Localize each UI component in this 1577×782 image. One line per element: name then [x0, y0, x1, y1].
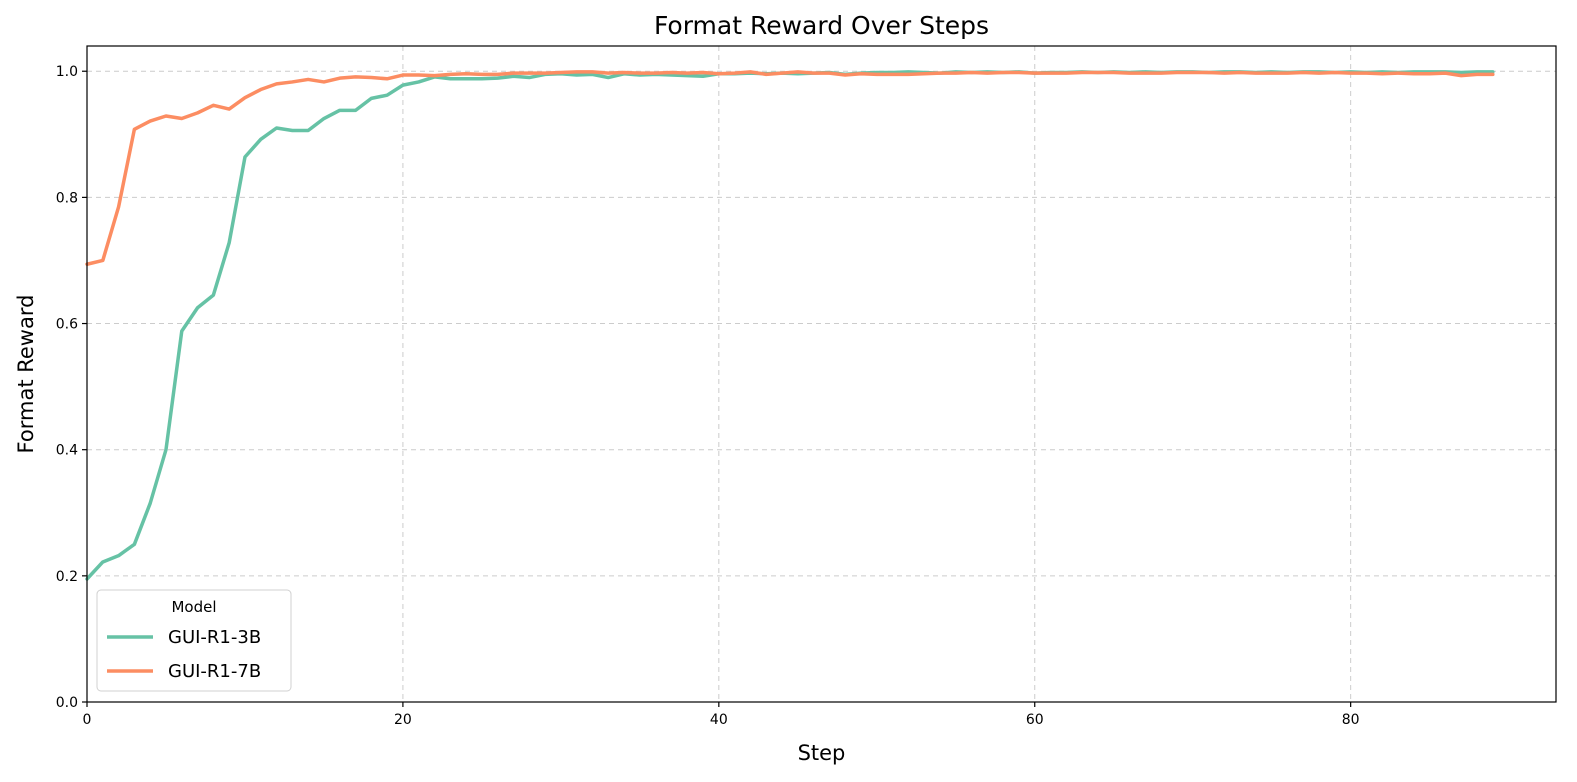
y-tick-label: 0.8 [56, 190, 78, 206]
series-lines [85, 70, 1495, 581]
plot-frame [86, 45, 1557, 703]
x-tick-label: 20 [394, 712, 412, 728]
y-axis-label: Format Reward [14, 295, 38, 454]
y-tick-label: 0.2 [56, 569, 78, 585]
legend-title: Model [171, 598, 216, 616]
x-tick-label: 0 [83, 712, 92, 728]
y-tick-label: 1.0 [56, 64, 78, 80]
legend-label-gui-r1-3b: GUI-R1-3B [168, 627, 261, 648]
x-tick-label: 40 [710, 712, 728, 728]
series-line-gui-r1-7b [85, 70, 1495, 266]
y-tick-label: 0.4 [56, 443, 78, 459]
axis-ticks: 0 20 40 60 80 0.0 0.2 0.4 0.6 0.8 1.0 [56, 64, 1360, 728]
legend-label-gui-r1-7b: GUI-R1-7B [168, 661, 261, 682]
legend-box [96, 589, 292, 692]
x-tick-label: 80 [1342, 712, 1360, 728]
x-tick-label: 60 [1026, 712, 1044, 728]
y-tick-label: 0.6 [56, 317, 78, 333]
legend: Model GUI-R1-3B GUI-R1-7B [96, 589, 292, 692]
y-tick-label: 0.0 [56, 695, 78, 711]
x-axis-label: Step [798, 741, 846, 765]
chart-title: Format Reward Over Steps [654, 11, 989, 40]
